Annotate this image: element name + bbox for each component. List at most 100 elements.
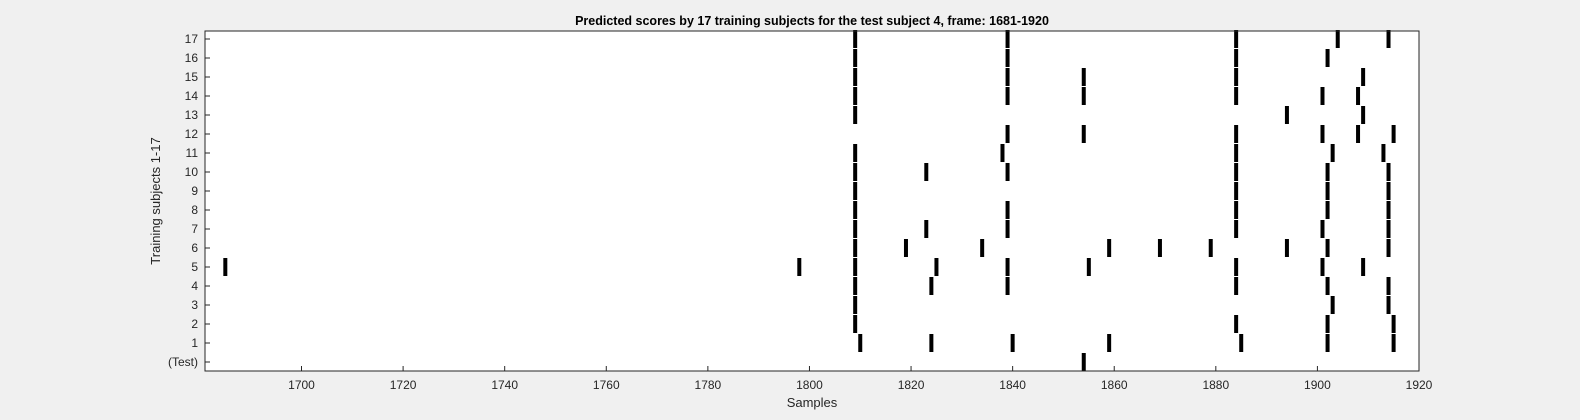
score-marker: [1386, 30, 1391, 48]
score-marker: [1325, 334, 1330, 352]
score-marker: [1005, 87, 1010, 105]
score-marker: [1386, 201, 1391, 219]
score-marker: [1356, 87, 1361, 105]
score-marker: [1234, 258, 1239, 276]
score-marker: [1239, 334, 1244, 352]
score-marker: [1005, 68, 1010, 86]
score-marker: [1386, 277, 1391, 295]
score-marker: [929, 277, 934, 295]
score-marker: [1391, 334, 1396, 352]
x-tick-label: 1820: [898, 378, 925, 392]
plot-area: [205, 31, 1419, 371]
y-tick-label: 5: [191, 260, 198, 274]
score-marker: [1086, 258, 1091, 276]
x-tick-label: 1840: [999, 378, 1026, 392]
score-marker: [1234, 201, 1239, 219]
score-marker: [1157, 239, 1162, 257]
x-tick-label: 1900: [1304, 378, 1331, 392]
score-marker: [853, 315, 858, 333]
y-tick-label: (Test): [168, 355, 198, 369]
score-marker: [1234, 49, 1239, 67]
score-marker: [1361, 258, 1366, 276]
score-marker: [853, 106, 858, 124]
score-marker: [853, 277, 858, 295]
y-axis-label: Training subjects 1-17: [148, 137, 163, 264]
score-marker: [1081, 125, 1086, 143]
x-tick-label: 1780: [695, 378, 722, 392]
y-tick-label: 13: [185, 108, 199, 122]
score-marker: [1005, 258, 1010, 276]
plot-frame: [204, 30, 1420, 372]
score-marker: [1005, 125, 1010, 143]
x-tick-label: 1700: [288, 378, 315, 392]
score-marker: [853, 87, 858, 105]
score-marker: [853, 182, 858, 200]
y-tick-label: 9: [191, 184, 198, 198]
score-marker: [853, 144, 858, 162]
score-marker: [797, 258, 802, 276]
score-marker: [853, 220, 858, 238]
x-axis: 1700 1720 1740 1760 1780 1800 1820 1840 1860 1880…: [288, 366, 1433, 392]
x-tick-label: 1800: [796, 378, 823, 392]
score-marker: [1320, 87, 1325, 105]
score-marker: [1325, 239, 1330, 257]
score-marker: [1335, 30, 1340, 48]
y-tick-label: 3: [191, 298, 198, 312]
score-marker: [1005, 220, 1010, 238]
score-marker: [1320, 258, 1325, 276]
score-marker: [853, 239, 858, 257]
score-marker: [1005, 49, 1010, 67]
score-marker: [1234, 125, 1239, 143]
score-marker: [1325, 277, 1330, 295]
x-axis-label: Samples: [787, 395, 838, 410]
score-marker: [223, 258, 228, 276]
score-marker: [1361, 106, 1366, 124]
y-tick-label: 7: [191, 222, 198, 236]
y-tick-label: 1: [191, 336, 198, 350]
score-marker: [853, 163, 858, 181]
score-marker: [858, 334, 863, 352]
chart-title: Predicted scores by 17 training subjects…: [575, 14, 1049, 28]
score-marker: [1005, 163, 1010, 181]
score-marker: [1284, 106, 1289, 124]
score-marker: [1361, 68, 1366, 86]
score-marker: [1386, 220, 1391, 238]
score-marker: [1284, 239, 1289, 257]
y-tick-label: 4: [191, 279, 198, 293]
score-marker: [1391, 315, 1396, 333]
score-marker: [1234, 182, 1239, 200]
score-marker: [853, 201, 858, 219]
score-marker: [1010, 334, 1015, 352]
x-tick-label: 1760: [593, 378, 620, 392]
score-marker: [1081, 87, 1086, 105]
score-marker: [1208, 239, 1213, 257]
score-marker: [1386, 182, 1391, 200]
score-marker: [1005, 30, 1010, 48]
y-tick-label: 17: [185, 32, 199, 46]
score-marker: [1325, 182, 1330, 200]
score-marker: [1234, 220, 1239, 238]
score-marker: [1000, 144, 1005, 162]
y-tick-label: 10: [185, 165, 199, 179]
score-marker: [1234, 87, 1239, 105]
score-marker: [1234, 30, 1239, 48]
y-tick-label: 8: [191, 203, 198, 217]
score-marker: [1005, 201, 1010, 219]
score-marker: [1330, 296, 1335, 314]
score-marker: [853, 68, 858, 86]
x-tick-label: 1920: [1406, 378, 1433, 392]
score-marker: [1320, 220, 1325, 238]
score-marker: [1386, 296, 1391, 314]
y-tick-label: 15: [185, 70, 199, 84]
score-marker: [1234, 277, 1239, 295]
score-marker: [1234, 68, 1239, 86]
score-marker: [853, 258, 858, 276]
score-marker: [1330, 144, 1335, 162]
y-tick-label: 6: [191, 241, 198, 255]
score-marker: [1234, 315, 1239, 333]
score-marker: [1005, 277, 1010, 295]
score-marker: [1081, 353, 1086, 371]
score-marker: [1356, 125, 1361, 143]
